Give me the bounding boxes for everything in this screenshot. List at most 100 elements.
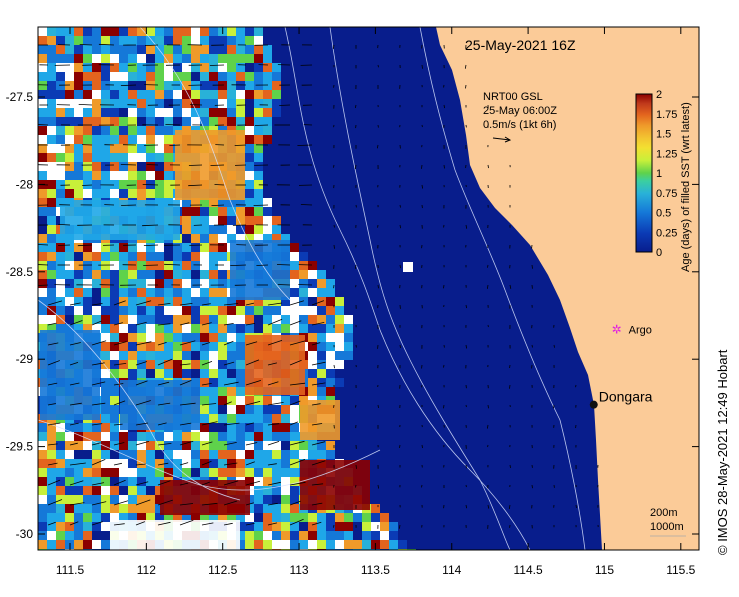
sst-cell [227,27,236,36]
sst-cell [281,441,290,450]
sst-cell [101,297,110,306]
sst-cell [128,369,137,378]
sst-cell [254,117,263,126]
sst-cell [182,279,191,288]
sst-cell [398,540,407,549]
sst-cell [92,540,101,549]
sst-cell [110,261,119,270]
current-arrow-icon [297,145,312,146]
sst-cell [272,405,281,414]
lat-tick-label: -28.5 [6,265,34,279]
sst-cell [128,252,137,261]
sst-cell [38,261,47,270]
sst-cell [65,270,74,279]
sst-cell [272,225,281,234]
sst-cell [65,153,74,162]
sst-cell [173,441,182,450]
current-arrow-icon [356,465,357,469]
sst-cell [38,216,47,225]
sst-cell [191,288,200,297]
sst-cell [200,252,209,261]
sst-cell [227,63,236,72]
sst-cell [83,441,92,450]
current-arrow-icon [80,45,92,46]
sst-cell [344,522,353,531]
sst-cell [209,270,218,279]
sst-cell [146,333,155,342]
sst-cell [290,468,299,477]
sst-cell [290,270,299,279]
sst-cell [83,189,92,198]
sst-cell [200,432,209,441]
sst-cell [281,540,290,549]
sst-cell [263,99,272,108]
sst-cell [245,54,254,63]
sst-cell [182,333,191,342]
sst-cell [56,63,65,72]
sst-cell [263,108,272,117]
sst-cell [263,81,272,90]
sst-cell [83,252,92,261]
sst-cell [110,333,119,342]
sst-cell [245,405,254,414]
sst-cell [200,405,209,414]
sst-cell [317,324,326,333]
sst-cell [164,45,173,54]
sst-cell [128,72,137,81]
sst-cell [74,288,83,297]
sst-cell [245,225,254,234]
sst-cell [146,279,155,288]
sst-cell [200,63,209,72]
sst-cell [47,441,56,450]
sst-cell [155,126,164,135]
sst-cell [227,351,236,360]
sst-cell [362,513,371,522]
sst-cell [137,279,146,288]
sst-cell [191,450,200,459]
sst-cell [74,513,83,522]
sst-cell [146,153,155,162]
sst-cell [110,342,119,351]
sst-cell [200,324,209,333]
sst-cell [38,135,47,144]
sst-cell [245,315,254,324]
sst-cell [191,315,200,324]
sst-cell [164,315,173,324]
sst-cell [47,162,56,171]
sst-cell [218,279,227,288]
sst-cell [236,387,245,396]
sst-cell [92,279,101,288]
sst-cell [236,45,245,54]
sst-cell [164,108,173,117]
sst-cell [119,486,128,495]
sst-cell [101,135,110,144]
sst-cell [137,369,146,378]
sst-cell [227,369,236,378]
sst-cell [290,531,299,540]
sst-cell [218,369,227,378]
sst-cell [326,333,335,342]
sst-cell [47,117,56,126]
sst-cell [200,36,209,45]
sst-cell [38,531,47,540]
sst-cell [47,288,56,297]
sst-cell [236,315,245,324]
sst-cell [65,54,74,63]
sst-cell [110,351,119,360]
sst-cell [254,405,263,414]
sst-cell [254,315,263,324]
sst-cell [209,225,218,234]
sst-cell [56,522,65,531]
sst-cell [191,324,200,333]
sst-cell [74,81,83,90]
current-arrow-icon [378,285,379,288]
sst-cell [38,306,47,315]
sst-cell [65,306,74,315]
sst-cell [155,324,164,333]
sst-cell [119,189,128,198]
current-arrow-icon [422,65,423,69]
sst-cell [191,72,200,81]
sst-cell [56,153,65,162]
lat-tick-label: -29 [16,352,34,366]
sst-cell [65,99,74,108]
